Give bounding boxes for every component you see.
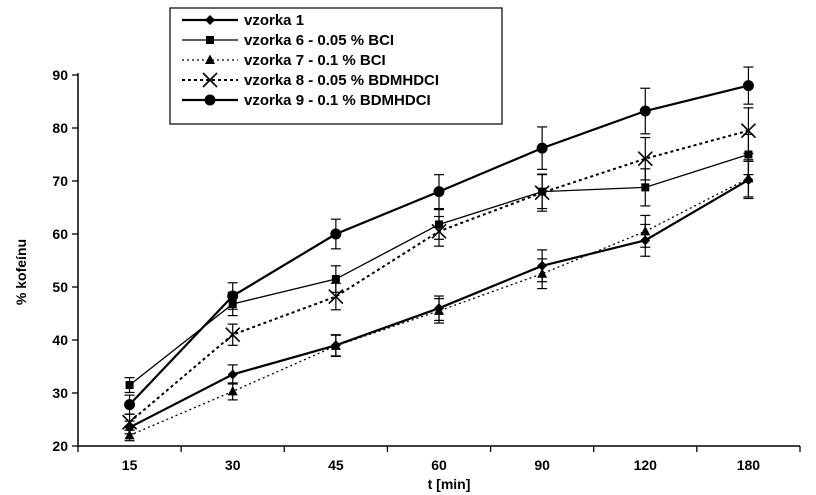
data-point [742, 80, 754, 92]
legend: vzorka 1 vzorka 6 - 0.05 % BCI vzorka 7 - … [169, 7, 503, 125]
data-point [124, 429, 135, 440]
data-point [330, 228, 342, 240]
legend-label: vzorka 8 - 0.05 % BDMHDCI [244, 72, 439, 89]
axes [72, 73, 801, 452]
x-tick-label: 90 [534, 457, 550, 473]
legend-label: vzorka 9 - 0.1 % BDMHDCI [244, 92, 431, 109]
y-tick-label: 40 [52, 332, 68, 348]
data-point [433, 186, 445, 198]
series-group [122, 66, 756, 442]
x-tick-label: 30 [225, 457, 241, 473]
series-5 [124, 66, 754, 415]
legend-box [169, 7, 503, 125]
series-4 [122, 107, 756, 431]
y-tick-label: 30 [52, 385, 68, 401]
y-tick-label: 50 [52, 279, 68, 295]
y-tick-label: 60 [52, 226, 68, 242]
tick-labels: 20 30 40 50 60 70 80 90 15 30 45 60 90 120 180 [52, 67, 760, 473]
legend-marker [205, 54, 215, 64]
data-point [328, 288, 344, 305]
y-tick-label: 80 [52, 120, 68, 136]
legend-marker [205, 15, 215, 25]
data-point [227, 385, 238, 396]
series-2 [124, 133, 754, 394]
data-point [637, 151, 653, 167]
data-point [740, 123, 756, 139]
y-axis-label: % kofeínu [13, 239, 29, 305]
y-tick-label: 70 [52, 173, 68, 189]
data-point [640, 225, 651, 236]
legend-marker [204, 94, 216, 106]
data-point [743, 172, 754, 183]
data-point [330, 340, 341, 350]
x-axis-label: t [min] [428, 476, 471, 492]
data-point [331, 275, 340, 284]
data-point [641, 183, 650, 192]
data-point [434, 305, 444, 315]
x-tick-label: 15 [122, 457, 138, 473]
data-point [537, 268, 548, 278]
legend-label: vzorka 1 [244, 12, 304, 29]
legend-marker [206, 36, 214, 44]
data-point [639, 105, 651, 117]
data-point [122, 414, 138, 430]
y-tick-label: 90 [52, 67, 68, 83]
legend-label: vzorka 6 - 0.05 % BCI [244, 32, 394, 49]
data-point [227, 290, 239, 302]
data-point [125, 381, 134, 390]
data-point [431, 223, 447, 239]
data-point [225, 327, 241, 343]
legend-label: vzorka 7 - 0.1 % BCI [244, 52, 386, 69]
x-tick-label: 45 [328, 457, 344, 473]
y-tick-label: 20 [52, 438, 68, 454]
data-point [536, 142, 548, 154]
x-tick-label: 120 [634, 457, 658, 473]
data-point [534, 185, 550, 201]
data-point [124, 399, 136, 411]
data-point [227, 369, 238, 380]
series-3 [124, 159, 754, 442]
x-tick-label: 180 [737, 457, 761, 473]
legend-marker [202, 72, 218, 88]
data-point [744, 150, 753, 159]
x-tick-label: 60 [431, 457, 447, 473]
